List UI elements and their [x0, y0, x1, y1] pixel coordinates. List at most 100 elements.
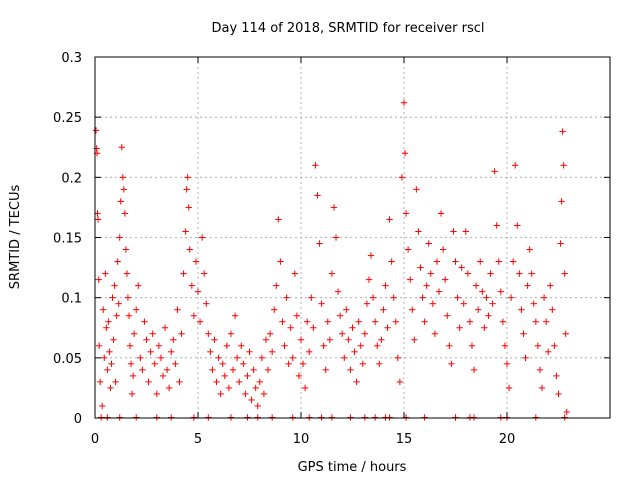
data-point: [427, 270, 434, 277]
data-point: [402, 210, 410, 217]
data-point: [483, 294, 490, 301]
data-point: [485, 312, 492, 319]
data-point: [536, 366, 544, 374]
data-point: [92, 127, 100, 134]
data-point: [155, 342, 163, 349]
data-point: [106, 348, 113, 356]
data-point: [328, 270, 336, 277]
data-point: [339, 330, 346, 337]
x-tick-label: 20: [499, 432, 516, 447]
data-point: [409, 306, 416, 313]
data-point: [125, 312, 133, 319]
data-point: [111, 282, 118, 289]
data-point: [524, 282, 531, 289]
x-tick-label: 0: [91, 432, 99, 447]
data-point: [100, 306, 107, 313]
data-point: [110, 336, 117, 343]
data-point: [456, 324, 463, 331]
data-point: [233, 354, 241, 362]
data-point: [351, 348, 358, 356]
data-point: [293, 312, 301, 319]
data-point: [289, 354, 296, 362]
data-point: [117, 198, 124, 205]
data-point: [159, 372, 167, 380]
y-tick-label: 0.1: [61, 292, 82, 307]
data-point: [271, 306, 278, 313]
data-point: [322, 366, 329, 374]
data-point: [450, 228, 457, 235]
data-point: [446, 342, 453, 349]
data-point: [489, 300, 496, 307]
data-point: [225, 384, 233, 392]
data-point: [279, 318, 286, 325]
data-point: [464, 270, 472, 277]
data-point: [334, 288, 342, 295]
data-point: [118, 144, 125, 151]
data-point: [101, 354, 108, 362]
data-point: [252, 384, 259, 392]
data-point: [555, 390, 562, 398]
data-point: [495, 258, 502, 265]
data-point: [347, 366, 354, 374]
data-point: [404, 246, 412, 253]
data-point: [295, 372, 303, 380]
data-point: [165, 384, 173, 392]
data-point: [170, 336, 177, 343]
data-point: [217, 390, 224, 398]
data-point: [203, 300, 210, 307]
data-point: [95, 276, 102, 283]
data-point: [184, 174, 191, 181]
data-point: [401, 150, 409, 157]
y-tick-label: 0: [74, 412, 82, 427]
data-point: [273, 282, 280, 289]
data-point: [215, 354, 222, 362]
data-point: [248, 396, 255, 404]
y-tick-label: 0.2: [61, 171, 82, 186]
data-point: [388, 258, 395, 265]
data-point: [318, 300, 325, 307]
data-point: [133, 306, 140, 313]
data-point: [244, 372, 251, 380]
data-point: [180, 270, 187, 277]
data-point: [359, 360, 366, 368]
data-point: [262, 336, 270, 343]
data-point: [559, 128, 566, 135]
data-point: [250, 366, 257, 374]
data-point: [229, 366, 237, 374]
data-point: [437, 210, 445, 217]
data-point: [481, 324, 488, 331]
data-point: [431, 330, 439, 337]
data-point: [231, 312, 239, 319]
data-point: [562, 330, 569, 337]
y-tick-label: 0.25: [53, 111, 82, 126]
data-point: [429, 300, 437, 307]
data-point: [200, 270, 208, 277]
data-point: [384, 324, 391, 331]
data-point: [505, 384, 513, 392]
x-tick-label: 5: [194, 432, 202, 447]
data-point: [545, 348, 552, 356]
data-points: [92, 99, 570, 421]
data-point: [227, 330, 235, 337]
data-point: [355, 318, 362, 325]
data-point: [509, 258, 517, 265]
data-point: [287, 324, 294, 331]
data-point: [472, 282, 480, 289]
data-point: [103, 324, 110, 331]
data-point: [507, 294, 515, 301]
data-point: [285, 360, 292, 368]
data-point: [303, 318, 311, 325]
data-point: [174, 306, 181, 313]
data-point: [514, 222, 521, 229]
data-point: [127, 360, 135, 368]
data-point: [104, 366, 111, 374]
data-point: [361, 330, 369, 337]
data-point: [458, 264, 465, 271]
data-point: [547, 282, 554, 289]
data-point: [194, 288, 202, 295]
data-point: [172, 360, 179, 368]
data-point: [367, 252, 375, 259]
y-tick-label: 0.15: [53, 232, 82, 247]
data-point: [283, 294, 290, 301]
data-point: [207, 348, 214, 356]
